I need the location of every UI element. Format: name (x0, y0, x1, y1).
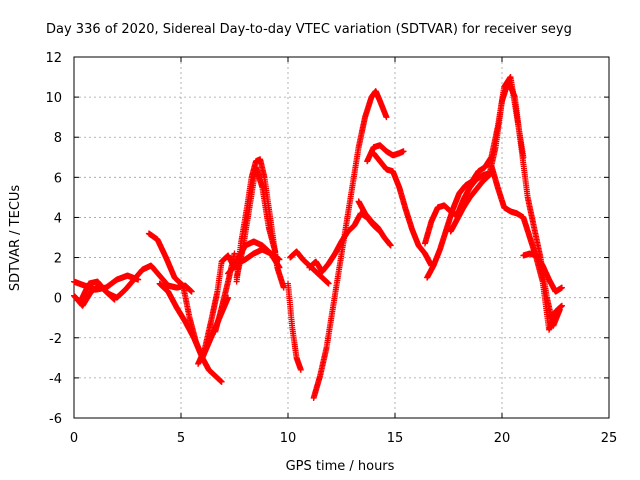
y-tick-label: 2 (54, 252, 62, 267)
x-tick-label: 25 (601, 431, 618, 446)
series-arc-18 (370, 150, 435, 269)
plot-frame (73, 56, 610, 419)
series-arc-15 (310, 88, 390, 401)
data-point-marker (111, 296, 118, 303)
data-point-marker (276, 264, 283, 271)
data-point-marker (558, 302, 565, 309)
y-tick-label: 8 (54, 131, 62, 146)
y-tick-label: 12 (45, 51, 62, 66)
data-point-marker (188, 288, 195, 295)
y-axis-label: SDTVAR / TECUs (8, 185, 23, 292)
series-arc-14 (306, 210, 384, 275)
data-point-marker (558, 284, 565, 291)
series-arc-11 (233, 238, 283, 271)
y-tick-label: 0 (54, 292, 62, 307)
data-point-marker (297, 366, 304, 373)
y-tick-label: 4 (54, 211, 62, 226)
series-arc-12 (285, 280, 304, 373)
y-tick-label: -6 (49, 412, 62, 427)
x-tick-label: 10 (280, 431, 297, 446)
series-arc-13 (287, 248, 332, 287)
x-tick-label: 15 (387, 431, 404, 446)
series-arc-16 (355, 198, 394, 249)
series-arc-3 (77, 278, 118, 305)
data-point-marker (383, 114, 390, 121)
series-arc-17 (364, 142, 407, 165)
data-point-marker (400, 148, 407, 155)
data-point-marker (325, 280, 332, 287)
data-point-marker (231, 250, 238, 257)
x-tick-label: 0 (70, 431, 78, 446)
series-arc-23 (520, 250, 565, 295)
y-tick-label: 10 (45, 91, 62, 106)
data-point-marker (135, 276, 142, 283)
chart-title: Day 336 of 2020, Sidereal Day-to-day VTE… (46, 22, 572, 37)
y-tick-label: -4 (49, 372, 62, 387)
x-tick-label: 5 (177, 431, 185, 446)
y-tick-label: 6 (54, 171, 62, 186)
data-point-marker (387, 242, 394, 249)
x-axis-label: GPS time / hours (286, 459, 395, 474)
x-tick-label: 20 (494, 431, 511, 446)
y-tick-label: -2 (49, 332, 62, 347)
data-point-marker (218, 378, 225, 385)
series-arc-9 (233, 164, 279, 281)
marker-layer (71, 74, 565, 401)
series-arc-22 (488, 162, 565, 333)
